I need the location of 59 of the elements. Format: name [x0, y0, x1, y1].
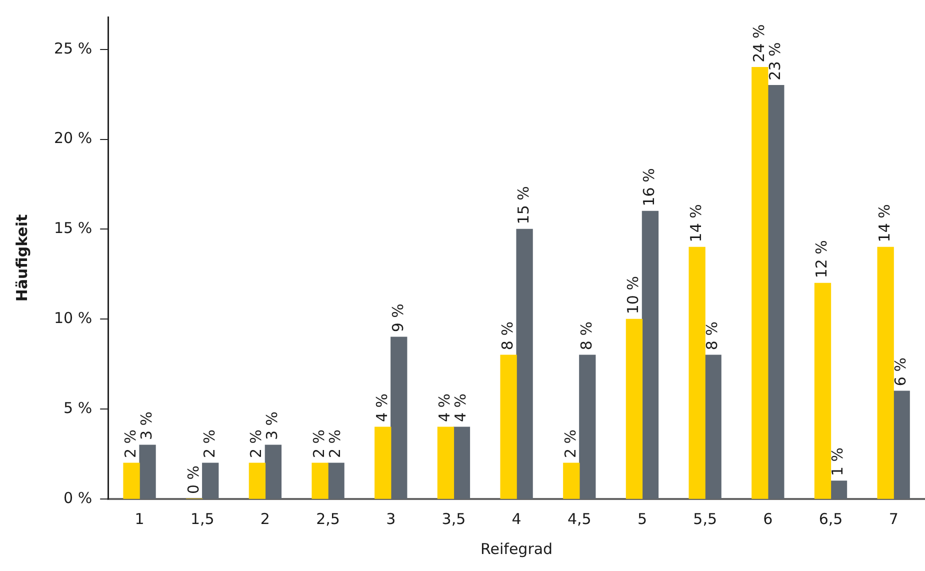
data-label: 4 % — [452, 393, 470, 422]
data-label: 15 % — [514, 186, 532, 224]
data-label: 3 % — [263, 411, 282, 440]
x-tick-label: 4 — [512, 510, 522, 528]
bar — [563, 462, 580, 499]
bar — [688, 246, 706, 499]
x-tick-label: 1,5 — [190, 510, 214, 528]
bar — [752, 67, 768, 499]
data-label: 24 % — [750, 24, 768, 62]
x-tick-label: 6 — [763, 510, 773, 528]
data-label: 2 % — [326, 429, 344, 458]
bar — [374, 426, 392, 499]
x-tick-label: 5 — [637, 510, 648, 528]
data-label: 4 % — [436, 393, 454, 422]
data-label: 8 % — [498, 322, 516, 350]
bar — [877, 246, 894, 499]
x-tick-label: 7 — [888, 510, 898, 528]
data-label: 8 % — [577, 322, 596, 350]
y-tick-label: 25 % — [54, 39, 92, 58]
data-label: 12 % — [812, 240, 831, 278]
data-label: 0 % — [184, 465, 202, 494]
y-tick-label: 10 % — [54, 309, 92, 328]
y-tick-label: 5 % — [64, 398, 92, 417]
data-label: 16 % — [640, 168, 658, 206]
data-label: 3 % — [137, 411, 156, 440]
data-label: 1 % — [828, 447, 847, 476]
bar — [248, 462, 266, 499]
data-label: 23 % — [766, 42, 784, 80]
bar — [123, 462, 140, 499]
y-axis-title: Häufigkeit — [12, 214, 31, 302]
data-label: 6 % — [891, 358, 910, 386]
data-label: 2 % — [200, 429, 218, 458]
x-tick-label: 1 — [134, 510, 144, 528]
x-tick-label: 4,5 — [567, 510, 592, 528]
x-tick-label: 2,5 — [316, 510, 340, 528]
data-label: 2 % — [247, 429, 266, 458]
data-label: 2 % — [561, 429, 580, 458]
x-tick-label: 2 — [260, 510, 270, 528]
x-tick-label: 6,5 — [818, 510, 843, 528]
x-tick-label: 3 — [386, 510, 396, 528]
x-tick-label: 5,5 — [693, 510, 717, 528]
data-label: 14 % — [875, 204, 894, 242]
data-label: 8 % — [702, 322, 721, 350]
data-label: 9 % — [388, 304, 407, 332]
x-axis-title: Reifegrad — [480, 540, 553, 558]
y-tick-label: 0 % — [64, 488, 92, 507]
data-label: 10 % — [624, 276, 642, 314]
bar — [312, 462, 328, 499]
bar — [437, 426, 454, 499]
data-label: 2 % — [121, 429, 140, 458]
bar — [626, 318, 643, 499]
bar — [500, 354, 517, 499]
y-tick-label: 20 % — [54, 129, 92, 148]
data-label: 4 % — [372, 393, 391, 422]
y-tick-label: 15 % — [54, 219, 92, 238]
x-tick-label: 3,5 — [442, 510, 466, 528]
data-label: 2 % — [310, 429, 328, 458]
bar — [814, 282, 832, 499]
data-label: 14 % — [686, 204, 705, 242]
